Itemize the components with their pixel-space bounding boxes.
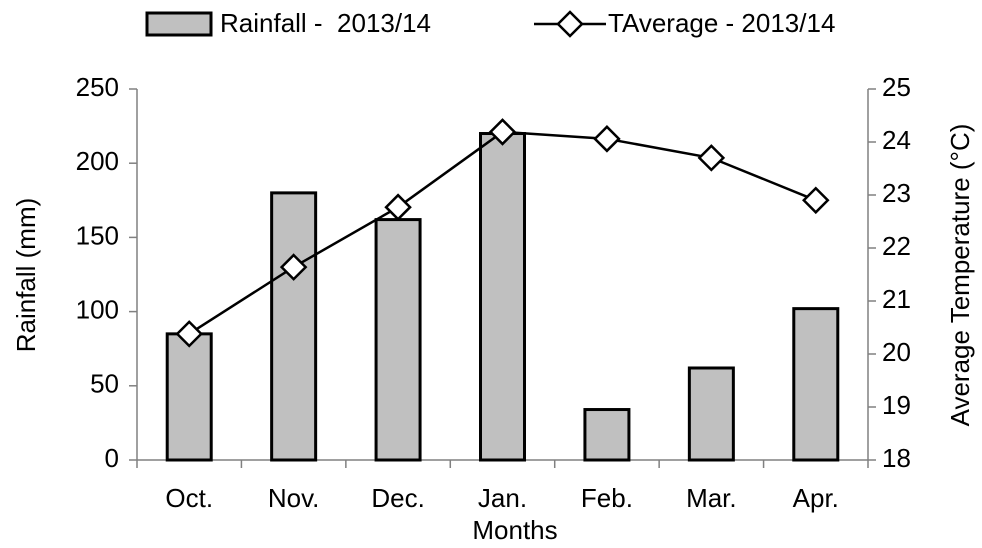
y2-tick-label: 23 <box>882 178 911 208</box>
bar <box>374 218 422 462</box>
x-tick-label: Oct. <box>165 483 213 513</box>
x-tick-label: Mar. <box>686 483 737 513</box>
y2-axis-label: Average Temperature (°C) <box>945 124 975 427</box>
y-axis-label: Rainfall (mm) <box>11 198 41 353</box>
marker <box>802 186 830 215</box>
y2-tick-label: 25 <box>882 72 911 102</box>
marker <box>697 144 726 172</box>
legend-marker <box>556 10 584 38</box>
marker <box>488 118 517 146</box>
y-tick-label: 100 <box>76 294 119 324</box>
y2-tick-label: 22 <box>882 231 911 261</box>
y-tick-label: 50 <box>90 369 119 399</box>
marker <box>384 193 412 221</box>
x-tick-label: Jan. <box>478 483 527 513</box>
marker <box>279 253 308 281</box>
bar <box>479 132 526 462</box>
y-tick-label: 150 <box>76 220 119 250</box>
x-tick-label: Apr. <box>793 483 839 513</box>
bar <box>792 307 840 462</box>
y2-tick-label: 18 <box>882 443 911 473</box>
y2-tick-label: 21 <box>882 284 911 314</box>
marker <box>593 125 621 153</box>
legend-label: TAverage - 2013/14 <box>608 8 835 38</box>
bar <box>687 366 735 462</box>
marker <box>175 320 203 348</box>
bar <box>270 191 318 462</box>
x-tick-label: Dec. <box>371 483 424 513</box>
y-tick-label: 200 <box>76 146 119 176</box>
y-tick-label: 0 <box>105 443 119 473</box>
x-axis-label: Months <box>472 515 557 545</box>
y2-tick-label: 19 <box>882 390 911 420</box>
legend-swatch <box>145 11 213 37</box>
x-tick-label: Feb. <box>581 483 633 513</box>
y2-tick-label: 20 <box>882 337 911 367</box>
legend-label: Rainfall - 2013/14 <box>220 8 431 38</box>
bar <box>165 332 213 462</box>
bar <box>583 408 631 462</box>
x-tick-label: Nov. <box>268 483 320 513</box>
y-tick-label: 250 <box>76 72 119 102</box>
y2-tick-label: 24 <box>882 125 911 155</box>
